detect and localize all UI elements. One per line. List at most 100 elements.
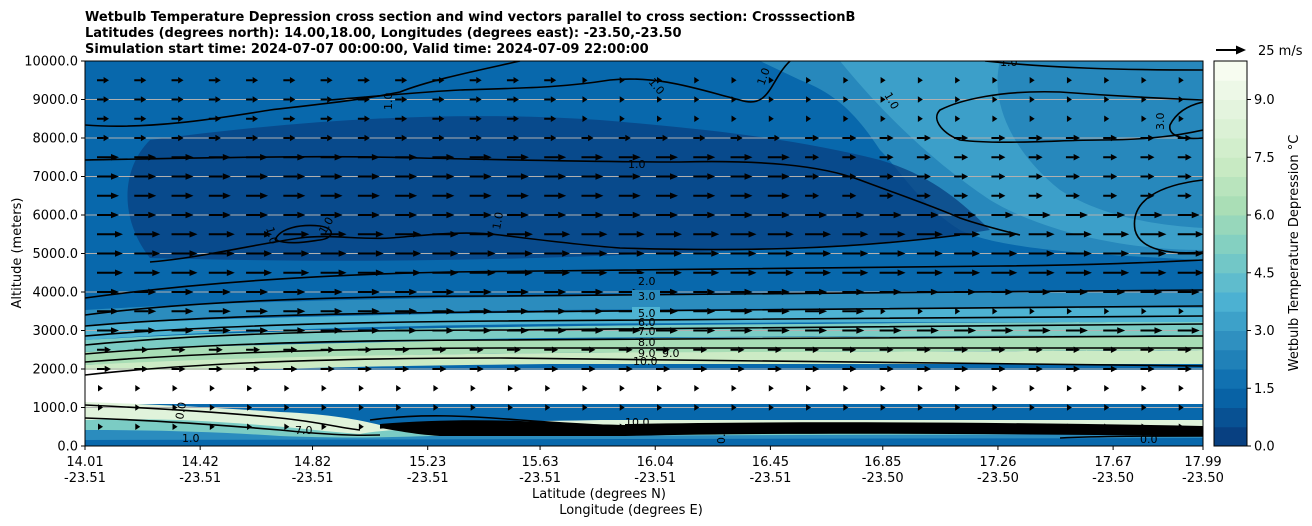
- wind-vector: [916, 250, 943, 257]
- contour-label-2: 2.0: [638, 275, 656, 288]
- wind-vector: [395, 211, 418, 219]
- wind-vector: [992, 385, 998, 392]
- quiver-key-arrow-icon: [1236, 45, 1246, 55]
- y-tick-label: 7000.0: [33, 170, 79, 185]
- wind-vector: [618, 346, 633, 353]
- wind-vector: [916, 365, 931, 373]
- wind-vector: [694, 404, 700, 411]
- wind-vector: [283, 231, 310, 238]
- wind-vector: [805, 250, 832, 257]
- wind-vector: [1177, 211, 1200, 219]
- wind-vector: [879, 211, 902, 219]
- wind-vector: [395, 134, 408, 142]
- wind-vector: [171, 231, 198, 238]
- colorbar-band: [1214, 388, 1247, 408]
- quiver-key: 25 m/s: [1216, 44, 1303, 59]
- wind-vector: [396, 385, 402, 392]
- contour-1-midupper: [329, 61, 791, 103]
- wind-vector: [1103, 154, 1118, 161]
- wind-vector: [357, 250, 384, 257]
- wind-vector: [283, 134, 296, 142]
- wind-vector: [544, 365, 559, 373]
- wind-vector: [432, 134, 445, 142]
- wind-vector: [544, 231, 571, 238]
- wind-vector: [991, 231, 1018, 238]
- wind-vector: [991, 365, 1006, 373]
- wind-vector: [208, 250, 235, 257]
- wind-vector: [730, 308, 753, 315]
- wind-vector: [1029, 96, 1035, 103]
- wind-vector: [656, 365, 670, 373]
- wind-vector: [1065, 365, 1080, 373]
- wind-vector: [432, 250, 459, 257]
- contour-1-lower: [149, 232, 961, 263]
- wind-vector: [432, 96, 445, 103]
- wind-vector: [544, 288, 567, 296]
- wind-vector: [1065, 211, 1088, 219]
- wind-vector: [619, 77, 625, 84]
- wind-vector: [880, 423, 886, 430]
- contour-1-upper: [85, 61, 521, 127]
- colorbar: 0.0 1.5 3.0 4.5 6.0 7.5 9.0 Wetbulb Temperatur…: [1213, 60, 1302, 455]
- y-tick-label: 2000.0: [33, 363, 79, 378]
- wind-vector: [469, 269, 496, 276]
- wind-vector: [917, 423, 923, 430]
- wind-vector: [954, 346, 969, 353]
- wind-vector: [469, 211, 492, 219]
- title-line-1: Wetbulb Temperature Depression cross sec…: [85, 10, 855, 25]
- wind-vector: [544, 346, 559, 353]
- wind-vector: [171, 192, 194, 199]
- wind-vector: [767, 134, 780, 142]
- wind-vector: [916, 173, 931, 180]
- wind-vector: [619, 404, 625, 411]
- wind-vector: [618, 154, 641, 161]
- contour-2: [85, 259, 1203, 299]
- colorbar-band: [1214, 138, 1247, 158]
- colorbar-band: [1214, 195, 1247, 216]
- wind-vector: [98, 404, 103, 411]
- wind-vector: [582, 96, 588, 103]
- wind-vector: [1104, 77, 1110, 84]
- wind-vector: [134, 77, 147, 84]
- y-tick-label: 6000.0: [33, 209, 79, 224]
- wind-vector: [879, 192, 894, 199]
- wind-vector: [357, 327, 380, 334]
- contour-10: [85, 357, 1203, 376]
- wind-vector: [171, 269, 198, 276]
- y-tick-label: 4000.0: [33, 286, 79, 301]
- wind-vector: [693, 134, 706, 142]
- wind-vector: [395, 269, 422, 276]
- wind-vector: [991, 327, 1014, 334]
- wind-vector: [879, 173, 894, 180]
- contour-1-loop: [274, 224, 333, 244]
- wind-vector: [97, 154, 119, 161]
- wind-vector: [991, 288, 1014, 296]
- wind-vector: [171, 96, 184, 103]
- wind-vector: [171, 327, 194, 334]
- wind-vector: [171, 77, 184, 84]
- colorbar-label: Wetbulb Temperature Depression °C: [1287, 135, 1302, 372]
- wind-vector: [321, 423, 327, 430]
- wind-vector: [172, 404, 178, 411]
- wind-vector: [1141, 77, 1147, 84]
- wind-vector: [730, 327, 753, 334]
- wind-vector: [581, 173, 604, 180]
- wind-vector: [805, 154, 820, 161]
- wind-vector: [618, 173, 641, 180]
- wind-vector: [246, 250, 273, 257]
- wind-vector: [395, 250, 422, 257]
- wind-vector: [134, 231, 161, 238]
- wind-vector: [806, 423, 812, 430]
- wind-vector: [1103, 173, 1118, 180]
- wind-vector: [582, 115, 588, 122]
- x-tick-label-lat: 17.26: [979, 455, 1016, 470]
- contour-1-right-lower: [1133, 179, 1203, 254]
- wind-vector: [320, 173, 343, 180]
- wind-vector: [432, 269, 459, 276]
- wind-vector: [507, 385, 513, 392]
- wind-vector: [1141, 385, 1147, 392]
- wind-vector: [172, 423, 178, 430]
- wind-vector: [1177, 365, 1192, 373]
- contour-labels: 2.0 3.0 5.0 6.0 7.0 8.0 9.0 9.0 10.0 1.0…: [173, 61, 1167, 446]
- wind-vector: [1103, 288, 1126, 296]
